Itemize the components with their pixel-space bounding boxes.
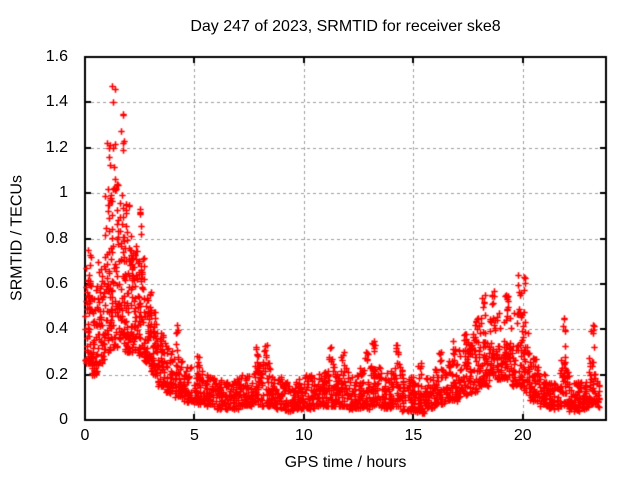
chart-title: Day 247 of 2023, SRMTID for receiver ske…	[190, 18, 501, 35]
y-tick-label: 1	[59, 184, 68, 202]
x-tick-label: 15	[404, 427, 423, 444]
x-tick-label: 10	[295, 427, 313, 444]
y-tick-label: 0.8	[45, 229, 68, 247]
x-tick-label: 5	[190, 427, 199, 444]
y-tick-label: 1.2	[45, 138, 68, 156]
x-tick-label: 20	[513, 427, 532, 444]
y-tick-label: 1.6	[45, 48, 68, 65]
y-tick-label: 0.6	[45, 274, 68, 292]
y-tick-label: 0	[59, 411, 68, 428]
y-tick-label: 0.4	[45, 320, 68, 338]
y-tick-label: 1.4	[45, 93, 68, 111]
x-axis-label: GPS time / hours	[284, 454, 407, 471]
y-tick-label: 0.2	[45, 365, 68, 383]
x-tick-label: 0	[80, 427, 90, 444]
